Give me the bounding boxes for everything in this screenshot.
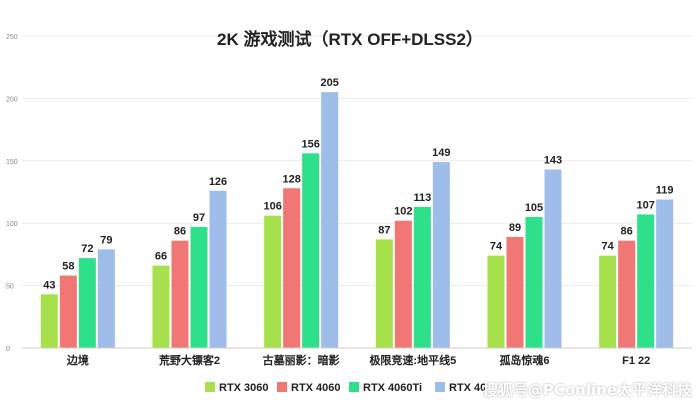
bar [506,236,524,348]
bar [264,215,282,348]
data-label: 87 [378,224,390,236]
bar [375,239,393,348]
bar [544,169,562,348]
bar [152,265,170,348]
legend-label: RTX 4060Ti [363,382,422,394]
data-label: 79 [100,234,112,246]
x-tick-label: 极限竞速:地平线5 [369,353,456,367]
data-label: 126 [209,176,227,188]
y-tick-label: 250 [6,34,18,41]
bar [487,255,505,348]
x-tick-label: 荒野大镖客2 [158,353,220,367]
data-label: 86 [174,226,186,238]
y-tick-label: 50 [6,284,14,291]
data-label: 113 [413,192,431,204]
x-tick-label: 边境 [66,353,89,367]
bar [394,220,412,348]
data-label: 102 [394,206,412,218]
x-tick-label: 孤岛惊魂6 [499,353,549,367]
data-label: 58 [62,261,74,273]
legend-label: RTX 40 [449,382,486,394]
y-tick-label: 200 [6,96,18,103]
x-tick-label: F1 22 [622,355,650,367]
bar [618,240,636,348]
legend-swatch [277,382,287,392]
data-label: 149 [432,147,450,159]
data-label: 106 [263,201,281,213]
bar [302,153,320,348]
bar [171,240,189,348]
bar [321,92,339,348]
bar [190,226,208,348]
data-label: 156 [301,138,319,150]
bar [283,188,301,348]
data-label: 86 [621,226,633,238]
bar [432,162,450,348]
data-label: 128 [282,173,300,185]
data-label: 205 [320,77,338,89]
data-label: 74 [602,241,615,253]
data-label: 66 [155,251,167,263]
watermark: 搜狐号@PConline太平洋科技 [482,381,692,399]
data-label: 105 [525,202,543,214]
bar [209,190,227,348]
y-tick-label: 0 [6,346,10,353]
legend-label: RTX 3060 [219,382,269,394]
data-label: 97 [193,212,205,224]
y-tick-label: 150 [6,159,18,166]
data-label: 143 [544,155,562,167]
legend-label: RTX 4060 [291,382,341,394]
data-label: 89 [509,222,521,234]
data-label: 119 [656,184,674,196]
x-tick-label: 古墓丽影：暗影 [263,353,340,367]
bars [40,92,674,348]
y-axis-ticks: 0 50 100 150 200 250 [6,34,18,353]
bar [637,214,655,348]
data-label: 43 [43,279,55,291]
data-label: 72 [81,243,93,255]
data-label: 107 [636,199,654,211]
gridlines [22,35,692,287]
bar [599,255,617,348]
bar [525,216,543,348]
legend-swatch [349,382,359,392]
chart-title: 2K 游戏测试（RTX OFF+DLSS2） [217,29,483,49]
legend: RTX 3060 RTX 4060 RTX 4060Ti RTX 40 [205,382,486,394]
bar [656,199,674,348]
x-axis-ticks: 边境 荒野大镖客2 古墓丽影：暗影 极限竞速:地平线5 孤岛惊魂6 F1 22 [66,353,650,367]
bar [97,249,115,348]
bar [413,206,431,348]
bar [59,275,77,348]
y-tick-label: 100 [6,221,18,228]
bar [78,258,96,348]
bar [40,294,58,348]
legend-swatch [435,382,445,392]
data-label: 74 [490,241,503,253]
legend-swatch [205,382,215,392]
